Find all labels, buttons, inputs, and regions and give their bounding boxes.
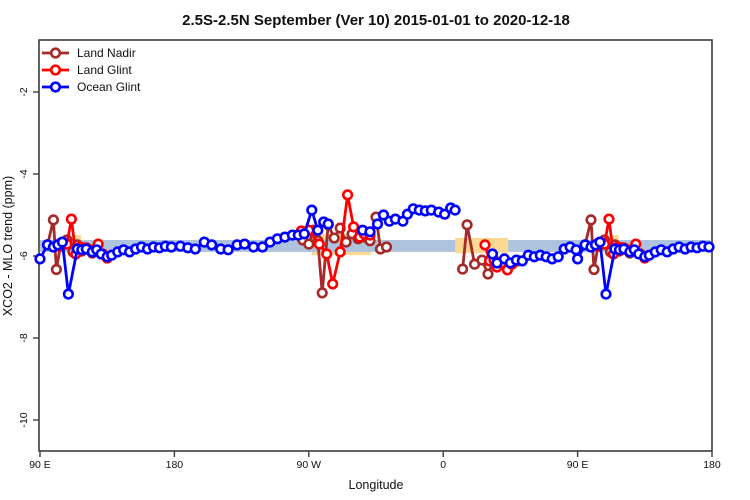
series-ocean-glint [34,202,715,300]
data-point [703,241,715,253]
y-tick-label: -6 [18,251,30,260]
data-point [56,236,69,248]
data-point [334,246,346,258]
legend-marker [49,64,62,76]
data-point [482,268,494,280]
chart-title: 2.5S-2.5N September (Ver 10) 2015-01-01 … [182,12,570,29]
data-point [322,218,334,230]
data-point [256,241,269,253]
legend-item-land-glint: Land Glint [42,63,132,77]
x-tick-label: 0 [440,459,446,471]
data-point [600,288,612,300]
legend-item-ocean-glint: Ocean Glint [42,80,141,94]
y-axis-title: XCO2 - MLO trend (ppm) [1,176,15,316]
reference-band-rect [40,240,711,252]
legend-label: Land Glint [77,63,132,77]
data-point [348,221,360,233]
data-point [34,253,46,265]
data-point [47,214,60,226]
data-point [570,244,582,256]
data-point [312,224,324,236]
x-tick-label: 180 [166,459,184,471]
data-point [571,253,584,265]
data-point [380,241,393,253]
x-axis-title: Longitude [349,478,404,492]
data-point [247,241,260,253]
data-point [588,263,600,276]
data-point [239,238,251,250]
y-tick-label: -2 [18,87,30,96]
data-series-layer [34,189,715,300]
data-point [449,204,461,216]
data-point [62,288,74,300]
data-point [189,243,201,255]
data-point [342,189,354,201]
legend-marker [49,47,62,59]
data-point [603,213,615,225]
y-tick-label: -8 [18,333,30,342]
data-point [371,218,384,230]
data-point [313,238,325,250]
legend-label: Land Nadir [77,46,136,60]
legend-item-land-nadir: Land Nadir [42,46,136,60]
data-point [364,226,376,238]
data-point [594,236,606,248]
reference-band [40,240,711,252]
data-point [65,213,77,225]
data-point [486,248,499,260]
data-point [552,251,564,263]
legend-label: Ocean Glint [77,80,141,94]
legend: Land Nadir Land Glint Ocean Glint [42,46,141,94]
data-point [306,204,318,216]
data-point [327,278,339,290]
x-tick-label: 90 E [29,459,51,471]
x-tick-label: 180 [703,459,721,471]
legend-marker [49,81,62,93]
data-point [303,238,315,250]
data-point [222,244,234,256]
y-tick-label: -10 [18,412,30,427]
data-point [298,228,310,240]
data-point [328,232,340,244]
axes: 90 E 180 90 W 0 90 E 180 -2 -4 -6 -8 -10 [18,87,721,471]
data-point [457,263,469,275]
y-tick-label: -4 [18,169,30,178]
data-point [206,239,218,251]
x-tick-label: 90 W [297,459,322,471]
data-point [316,287,328,299]
data-point [461,219,473,231]
data-point [165,241,177,253]
x-tick-label: 90 E [567,459,589,471]
data-point [585,214,597,226]
data-point [321,248,333,260]
data-point [50,263,63,276]
data-point [479,239,491,251]
